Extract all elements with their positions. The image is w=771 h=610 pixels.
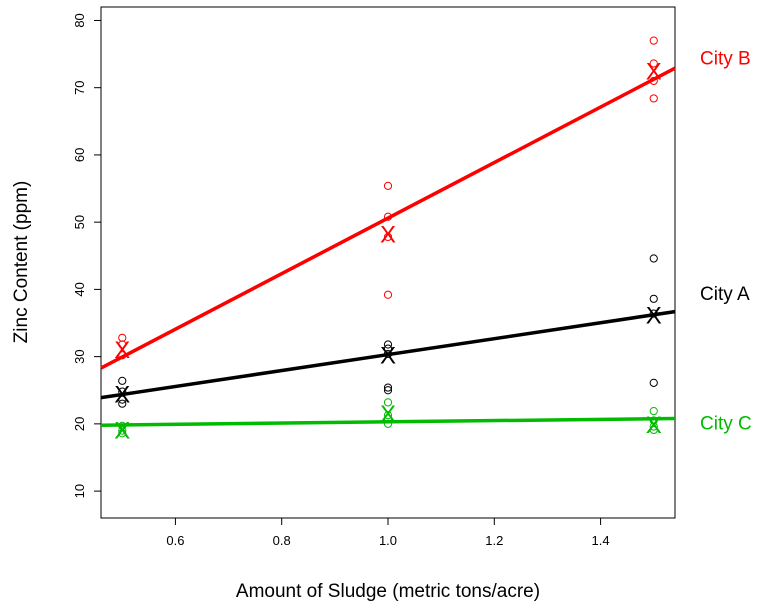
mean-marker-city-b: X	[114, 337, 130, 364]
x-axis-title: Amount of Sludge (metric tons/acre)	[236, 581, 540, 602]
data-point-city-b	[650, 37, 657, 44]
series-labels: City B City A City C	[700, 48, 752, 434]
mean-marker-city-c: X	[646, 412, 662, 439]
plot-frame	[101, 7, 675, 518]
y-tick-label: 70	[72, 80, 87, 94]
x-axis: 0.6 0.8 1.0 1.2 1.4	[166, 518, 609, 548]
mean-marker-city-b: X	[646, 59, 662, 86]
data-point-city-a	[650, 379, 657, 386]
data-point-city-b	[384, 182, 391, 189]
series-label-city-b: City B	[700, 48, 751, 69]
data-point-city-b	[384, 291, 391, 298]
y-tick-label: 80	[72, 13, 87, 27]
data-point-city-a	[650, 255, 657, 262]
y-tick-label: 50	[72, 215, 87, 229]
x-tick-label: 0.6	[166, 533, 184, 548]
y-axis: 10 20 30 40 50 60 70 80	[72, 13, 101, 498]
series-label-city-a: City A	[700, 284, 750, 305]
mean-marker-city-a: X	[114, 381, 130, 408]
y-tick-label: 30	[72, 349, 87, 363]
y-tick-label: 40	[72, 282, 87, 296]
mean-marker-city-c: X	[380, 401, 396, 428]
y-tick-label: 10	[72, 484, 87, 498]
x-tick-label: 1.2	[485, 533, 503, 548]
mean-marker-city-a: X	[646, 303, 662, 330]
y-axis-title: Zinc Content (ppm)	[11, 181, 32, 344]
data-point-city-b	[650, 95, 657, 102]
mean-marker-city-a: X	[380, 342, 396, 369]
data-point-city-a	[650, 295, 657, 302]
mean-marker-city-b: X	[380, 221, 396, 248]
x-tick-label: 1.0	[379, 533, 397, 548]
mean-marker-city-c: X	[114, 418, 130, 445]
series-label-city-c: City C	[700, 414, 752, 435]
y-tick-label: 20	[72, 417, 87, 431]
x-tick-label: 0.8	[273, 533, 291, 548]
y-tick-label: 60	[72, 148, 87, 162]
x-tick-label: 1.4	[592, 533, 610, 548]
